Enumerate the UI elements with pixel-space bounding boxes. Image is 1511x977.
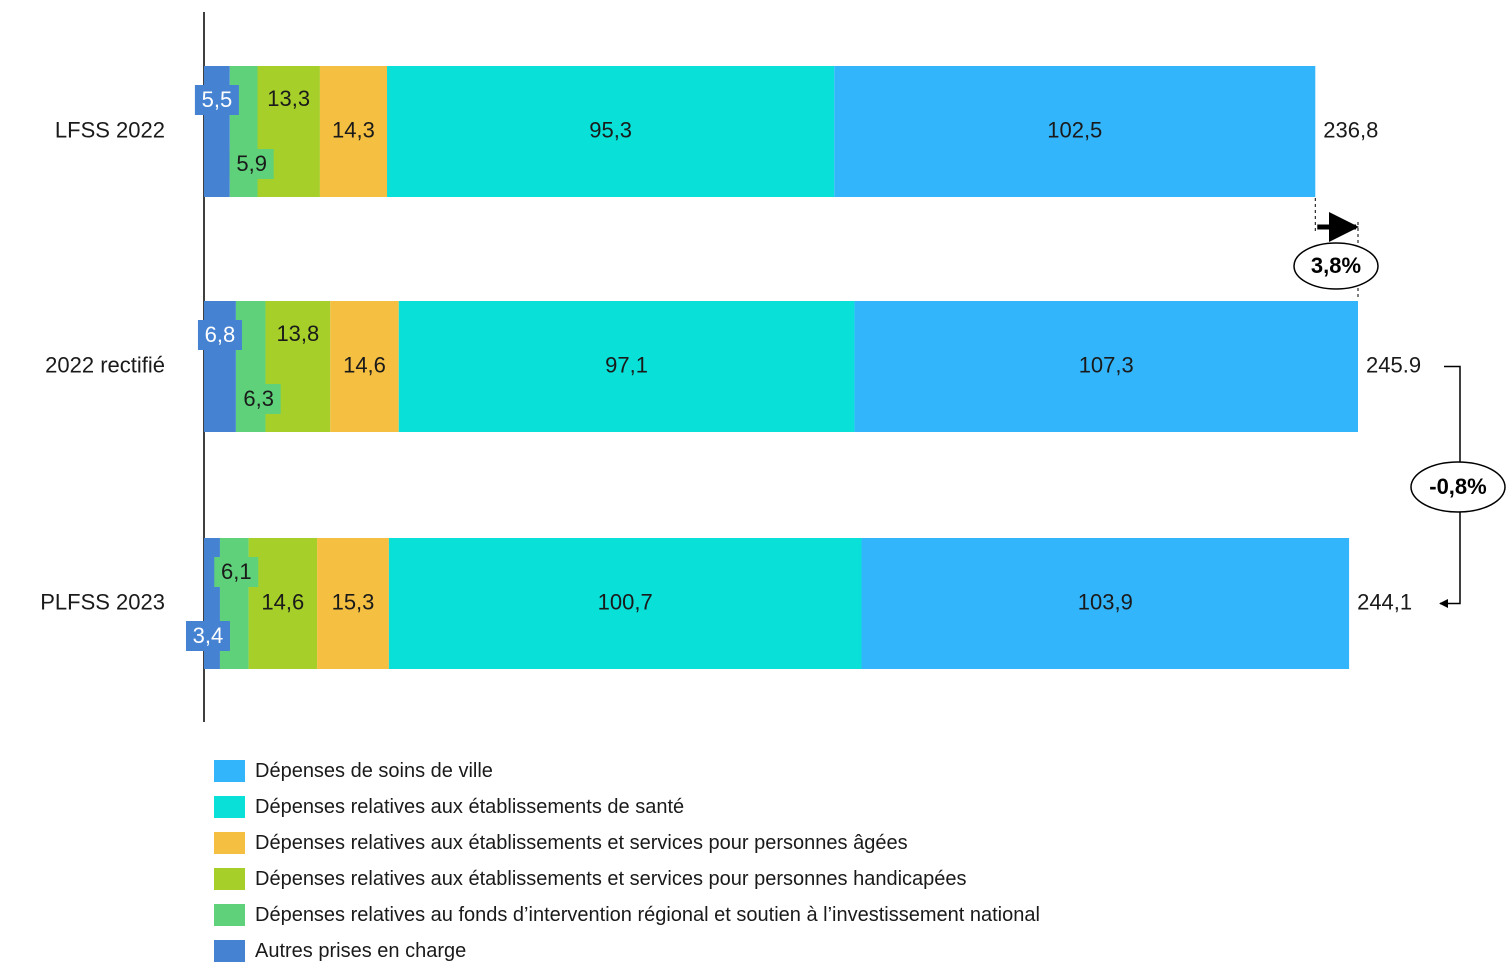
bar-segment	[319, 66, 388, 197]
legend-swatch	[214, 760, 245, 782]
legend-label: Dépenses relatives aux établissements de…	[255, 795, 685, 818]
data-label: 107,3	[1079, 352, 1134, 377]
data-label: 14,6	[261, 589, 304, 614]
legend-item: Dépenses relatives au fonds d’interventi…	[214, 897, 1040, 933]
data-label: 6,1	[221, 559, 252, 584]
legend-label: Dépenses de soins de ville	[255, 759, 493, 782]
data-label: 15,3	[332, 589, 375, 614]
data-label: 5,9	[236, 151, 267, 176]
legend-item: Autres prises en charge	[214, 933, 1040, 969]
legend-item: Dépenses relatives aux établissements et…	[214, 825, 1040, 861]
data-label-background	[194, 85, 239, 115]
legend-label: Dépenses relatives au fonds d’interventi…	[255, 903, 1040, 926]
bar-segment	[387, 66, 835, 197]
legend-swatch	[214, 940, 245, 962]
legend: Dépenses de soins de ville Dépenses relat…	[214, 753, 1040, 969]
data-label: 100,7	[598, 589, 653, 614]
change-annotation-bubble	[1410, 461, 1506, 513]
total-label: 236,8	[1323, 117, 1378, 142]
bar-segment	[248, 538, 318, 669]
data-label-background	[214, 557, 259, 587]
growth-annotation-bubble	[1293, 242, 1379, 290]
data-label: 13,3	[267, 86, 310, 111]
data-label: 3,4	[193, 623, 224, 648]
category-label: PLFSS 2023	[40, 589, 165, 614]
bar-segment	[861, 538, 1350, 669]
category-label: LFSS 2022	[55, 117, 165, 142]
legend-label: Dépenses relatives aux établissements et…	[255, 831, 908, 854]
legend-label: Dépenses relatives aux établissements et…	[255, 867, 967, 890]
data-label: 6,3	[243, 386, 274, 411]
legend-swatch	[214, 832, 245, 854]
growth-annotation-label: 3,8%	[1311, 253, 1361, 278]
bar-segment	[834, 66, 1316, 197]
bar-segment	[854, 301, 1358, 432]
data-label: 103,9	[1078, 589, 1133, 614]
legend-swatch	[214, 904, 245, 926]
legend-item: Dépenses de soins de ville	[214, 753, 1040, 789]
legend-swatch	[214, 796, 245, 818]
bar-segment	[330, 301, 399, 432]
change-annotation-label: -0,8%	[1429, 474, 1486, 499]
bar-segment	[398, 301, 855, 432]
data-label-background	[197, 320, 242, 350]
data-label-background	[236, 384, 281, 414]
legend-swatch	[214, 868, 245, 890]
data-label: 102,5	[1047, 117, 1102, 142]
legend-item: Dépenses relatives aux établissements de…	[214, 789, 1040, 825]
data-label: 13,8	[276, 321, 319, 346]
data-label: 6,8	[205, 322, 236, 347]
data-label: 95,3	[589, 117, 632, 142]
data-label-background	[185, 621, 230, 651]
data-label-background	[229, 149, 274, 179]
data-label: 14,6	[343, 352, 386, 377]
bar-segment	[388, 538, 862, 669]
data-label: 14,3	[332, 117, 375, 142]
legend-item: Dépenses relatives aux établissements et…	[214, 861, 1040, 897]
bar-segment	[317, 538, 389, 669]
data-label: 97,1	[605, 352, 648, 377]
legend-label: Autres prises en charge	[255, 939, 467, 962]
data-label: 5,5	[202, 87, 233, 112]
total-label: 245.9	[1366, 352, 1421, 377]
category-label: 2022 rectifié	[45, 352, 165, 377]
total-label: 244,1	[1357, 589, 1412, 614]
